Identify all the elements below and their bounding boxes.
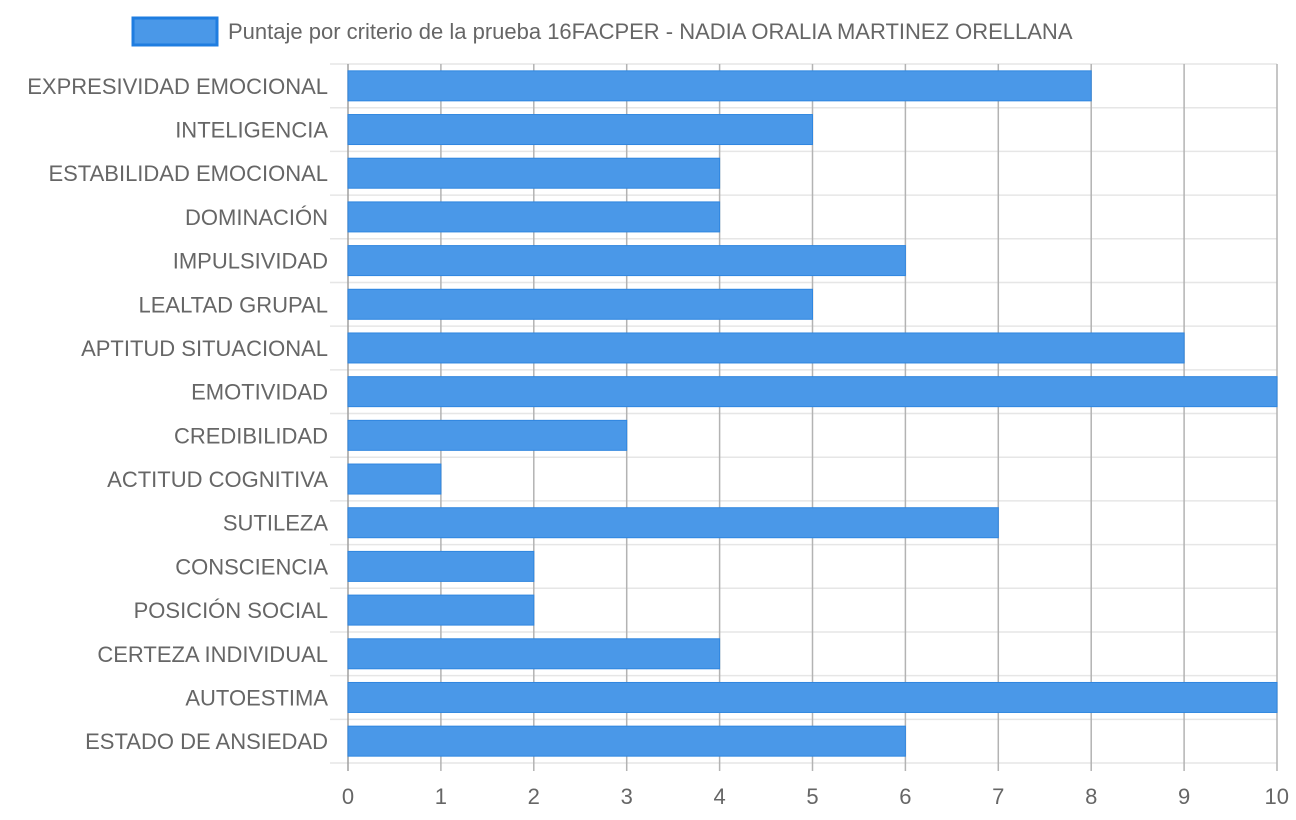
x-tick-label: 2 [528,784,540,809]
category-label: POSICIÓN SOCIAL [134,598,328,623]
x-tick-label: 5 [806,784,818,809]
legend-swatch [131,16,219,47]
bar[interactable] [347,157,721,189]
category-label: LEALTAD GRUPAL [138,292,328,317]
horizontal-gridlines [330,63,1277,764]
category-label: ACTITUD COGNITIVA [107,467,328,492]
x-tick-label: 8 [1085,784,1097,809]
bar[interactable] [347,638,721,670]
bar[interactable] [347,245,906,277]
bar[interactable] [347,70,1092,102]
bar[interactable] [347,201,721,233]
category-label: DOMINACIÓN [185,205,328,230]
x-tick-label: 4 [713,784,725,809]
bar[interactable] [347,332,1185,364]
bar[interactable] [347,463,442,495]
bar[interactable] [347,288,813,320]
bar[interactable] [347,725,906,757]
legend-label: Puntaje por criterio de la prueba 16FACP… [228,19,1073,44]
category-label: INTELIGENCIA [175,118,328,143]
category-label: EXPRESIVIDAD EMOCIONAL [27,74,328,99]
x-tick-labels: 0 1 2 3 4 5 6 7 8 9 10 [342,784,1289,809]
category-labels: EXPRESIVIDAD EMOCIONAL INTELIGENCIA ESTABI… [27,74,328,754]
category-label: CONSCIENCIA [175,554,328,579]
bar[interactable] [347,419,628,451]
bars [347,70,1278,757]
x-tick-label: 7 [992,784,1004,809]
bar[interactable] [347,594,535,626]
x-tick-label: 3 [621,784,633,809]
category-label: AUTOESTIMA [185,685,328,710]
category-label: CREDIBILIDAD [174,423,328,448]
bar[interactable] [347,550,535,582]
category-label: ESTABILIDAD EMOCIONAL [48,161,328,186]
bar[interactable] [347,376,1278,408]
x-tick-label: 6 [899,784,911,809]
x-tick-label: 0 [342,784,354,809]
x-tick-label: 1 [435,784,447,809]
x-tick-label: 10 [1265,784,1289,809]
category-label: APTITUD SITUACIONAL [81,336,328,361]
category-label: IMPULSIVIDAD [173,249,328,274]
category-label: CERTEZA INDIVIDUAL [97,642,328,667]
x-tick-label: 9 [1178,784,1190,809]
category-label: EMOTIVIDAD [191,380,328,405]
legend[interactable]: Puntaje por criterio de la prueba 16FACP… [131,16,1073,47]
bar[interactable] [347,114,813,146]
category-label: ESTADO DE ANSIEDAD [85,729,328,754]
category-label: SUTILEZA [223,511,328,536]
bar[interactable] [347,507,999,539]
bar[interactable] [347,681,1278,713]
